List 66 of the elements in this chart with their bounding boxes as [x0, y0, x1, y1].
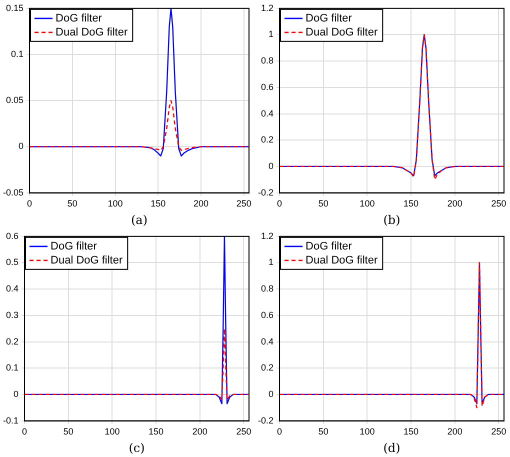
y-tick-label: 0.2: [260, 134, 274, 145]
y-tick-label: 0: [268, 160, 274, 171]
y-tick-label: 0: [268, 388, 274, 399]
x-tick-label: 100: [104, 426, 120, 437]
legend-label: Dual DoG filter: [56, 26, 128, 38]
x-tick-label: 0: [277, 198, 282, 209]
y-tick-label: 0: [13, 388, 19, 399]
legend-label: DoG filter: [50, 240, 98, 252]
legend-label: DoG filter: [306, 240, 352, 252]
x-tick-label: 250: [491, 426, 506, 437]
x-tick-label: 150: [404, 198, 419, 209]
x-tick-label: 200: [192, 426, 208, 437]
y-tick-label: 0.6: [6, 230, 19, 241]
y-tick-label: 0.05: [6, 95, 24, 106]
x-tick-label: 150: [150, 198, 166, 209]
x-tick-label: 50: [63, 426, 74, 437]
x-tick-label: 150: [148, 426, 164, 437]
y-tick-label: 0.1: [6, 362, 19, 373]
legend-label: Dual DoG filter: [50, 254, 123, 266]
x-tick-label: 250: [236, 198, 252, 209]
legend-label: DoG filter: [56, 12, 102, 24]
x-tick-label: 250: [491, 198, 506, 209]
y-tick-label: 0.2: [260, 362, 274, 373]
y-tick-label: 0.4: [260, 108, 274, 118]
y-tick-label: -0.2: [258, 415, 274, 426]
y-tick-label: 0.4: [6, 284, 19, 294]
legend-label: Dual DoG filter: [306, 254, 378, 266]
y-tick-label: 0.4: [260, 336, 274, 346]
x-tick-label: 250: [236, 426, 252, 437]
y-tick-label: 0.2: [6, 336, 19, 346]
x-tick-label: 200: [447, 198, 462, 209]
y-tick-label: 0.1: [11, 48, 24, 59]
y-tick-label: 0.8: [260, 56, 274, 66]
y-tick-label: 1.2: [260, 230, 274, 241]
y-tick-label: 1: [268, 257, 274, 268]
y-tick-label: -0.2: [258, 187, 274, 198]
x-tick-label: 0: [277, 426, 282, 437]
y-tick-label: 0.6: [260, 310, 274, 320]
line-series: [24, 328, 249, 400]
y-tick-label: 0.15: [6, 2, 24, 13]
x-tick-label: 200: [193, 198, 209, 209]
x-axis-title: (b): [383, 212, 400, 227]
x-axis-title: (c): [128, 440, 145, 455]
y-tick-label: 0.8: [260, 284, 274, 294]
y-tick-label: -0.05: [3, 187, 24, 198]
x-tick-label: 200: [447, 426, 462, 437]
x-tick-label: 50: [67, 198, 78, 209]
x-tick-label: 50: [318, 426, 328, 437]
x-tick-label: 100: [108, 198, 123, 209]
x-axis-title: (d): [383, 440, 400, 455]
x-tick-label: 150: [404, 426, 419, 437]
y-tick-label: 0: [18, 141, 24, 152]
x-axis-title: (a): [130, 212, 148, 227]
x-tick-label: 100: [360, 198, 375, 209]
x-tick-label: 100: [360, 426, 375, 437]
y-tick-label: -0.1: [2, 415, 19, 426]
legend-label: DoG filter: [306, 12, 352, 24]
line-series: [30, 100, 249, 151]
x-tick-label: 0: [27, 198, 32, 209]
y-tick-label: 1: [268, 29, 274, 40]
y-tick-label: 0.3: [6, 310, 19, 320]
y-tick-label: 1.2: [260, 2, 274, 13]
legend-label: Dual DoG filter: [306, 26, 378, 38]
x-tick-label: 50: [318, 198, 328, 209]
y-tick-label: 0.6: [260, 82, 274, 92]
y-tick-label: 0.5: [6, 257, 19, 268]
